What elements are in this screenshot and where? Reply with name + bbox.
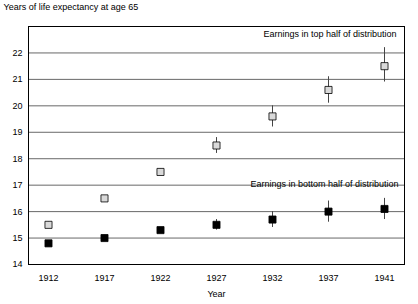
svg-text:1932: 1932 [262, 273, 282, 283]
svg-text:20: 20 [12, 101, 22, 111]
svg-text:1922: 1922 [150, 273, 170, 283]
svg-text:1941: 1941 [374, 273, 394, 283]
svg-text:Earnings in top half of distri: Earnings in top half of distribution [263, 29, 396, 39]
svg-text:Year: Year [207, 289, 225, 299]
svg-text:1937: 1937 [318, 273, 338, 283]
svg-text:1917: 1917 [94, 273, 114, 283]
svg-text:Years of life expectancy at ag: Years of life expectancy at age 65 [4, 2, 139, 12]
svg-text:19: 19 [12, 127, 22, 137]
svg-text:22: 22 [12, 48, 22, 58]
svg-text:16: 16 [12, 206, 22, 216]
svg-text:Earnings in bottom half of dis: Earnings in bottom half of distribution [250, 179, 398, 189]
svg-text:18: 18 [12, 154, 22, 164]
svg-text:1912: 1912 [38, 273, 58, 283]
svg-text:21: 21 [12, 74, 22, 84]
svg-text:15: 15 [12, 233, 22, 243]
svg-text:14: 14 [12, 259, 22, 269]
svg-text:17: 17 [12, 180, 22, 190]
svg-text:1927: 1927 [206, 273, 226, 283]
